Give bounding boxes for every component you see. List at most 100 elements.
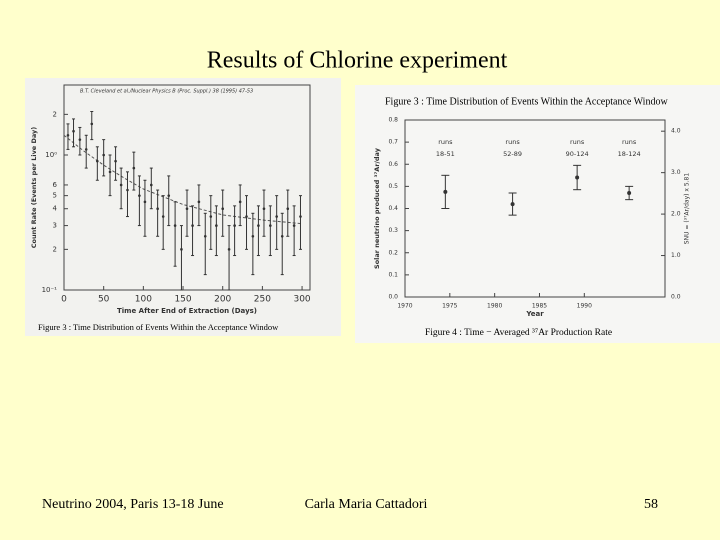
y-tick-label: 0.2	[388, 249, 398, 256]
x-axis-label: Time After End of Extraction (Days)	[117, 307, 257, 315]
y2-axis-label: SNU = (³⁷Ar/day) x 5.81	[684, 173, 691, 245]
footer-center: Carla Maria Cattadori	[305, 497, 428, 512]
data-point	[78, 138, 82, 141]
x-tick-label: 300	[293, 295, 310, 305]
x-tick-label: 250	[254, 295, 271, 305]
x-tick-label: 0	[61, 295, 67, 305]
data-point	[627, 191, 632, 196]
y2-tick-label: 0.0	[671, 294, 681, 301]
y-tick-label: 6	[53, 181, 58, 189]
x-tick-label: 1980	[487, 303, 502, 310]
data-point	[102, 153, 105, 157]
footer-left: Neutrino 2004, Paris 13-18 June	[42, 497, 224, 512]
y-tick-label: 10⁰	[45, 151, 57, 159]
y-tick-label: 0.8	[388, 117, 398, 124]
figure-right	[355, 85, 720, 343]
plot-frame	[63, 84, 311, 291]
figure-caption: Figure 4 : Time − Averaged ³⁷Ar Producti…	[425, 328, 612, 338]
y-tick-label: 0.3	[388, 227, 398, 234]
data-point	[66, 133, 70, 137]
data-point	[280, 234, 284, 238]
y-tick-label: 3	[53, 222, 57, 230]
y-axis-label: Count Rate (Events per Live Day)	[30, 127, 38, 249]
data-point	[119, 183, 123, 187]
data-point	[138, 194, 141, 197]
x-tick-label: 50	[98, 295, 110, 305]
y-tick-label: 10⁻¹	[42, 286, 58, 294]
point-label: 52-89	[503, 150, 522, 158]
y2-tick-label: 3.0	[671, 169, 681, 176]
data-point	[269, 224, 272, 227]
y-tick-label: 0.6	[388, 161, 398, 168]
data-point	[286, 207, 290, 211]
data-point	[227, 248, 231, 251]
data-point	[90, 122, 94, 126]
point-label: 90-124	[566, 150, 589, 158]
data-point	[84, 148, 88, 151]
x-tick-label: 100	[135, 295, 152, 305]
x-tick-label: 200	[214, 295, 231, 305]
point-label: 18-124	[618, 150, 641, 158]
data-point	[108, 170, 112, 174]
y-tick-label: 0.0	[388, 294, 398, 301]
data-point	[233, 224, 236, 227]
data-point	[238, 200, 242, 204]
data-point	[156, 207, 159, 211]
y-tick-label: 0.5	[388, 183, 398, 190]
citation: B.T. Cleveland et al./Nuclear Physics B …	[80, 89, 253, 95]
y-tick-label: 4	[53, 205, 58, 213]
data-point	[245, 215, 248, 218]
y-tick-label: 5	[53, 192, 57, 200]
data-point	[510, 202, 515, 207]
data-point	[251, 234, 255, 238]
y-tick-label: 0.4	[388, 205, 398, 212]
data-point	[191, 224, 194, 227]
data-point	[262, 207, 266, 211]
data-point	[161, 215, 165, 218]
data-point	[209, 215, 213, 218]
data-point	[126, 188, 129, 192]
y-tick-label: 0.7	[388, 139, 398, 146]
x-tick-label: 1970	[397, 303, 412, 310]
y-tick-label: 2	[53, 110, 57, 118]
y-tick-label: 0.1	[388, 271, 398, 278]
point-label: runs	[505, 138, 520, 146]
y2-tick-label: 2.0	[671, 211, 681, 218]
x-tick-label: 1985	[532, 303, 547, 310]
figure-caption: Figure 3 : Time Distribution of Events W…	[38, 322, 279, 332]
data-point	[215, 224, 218, 227]
data-point	[132, 166, 136, 170]
point-label: 18-51	[436, 150, 455, 158]
data-point	[197, 200, 201, 204]
y-axis-label: Solar neutrino produced ³⁷Ar/day	[373, 147, 381, 269]
data-point	[114, 159, 117, 163]
data-point	[96, 159, 99, 163]
data-point	[173, 224, 177, 227]
x-tick-label: 150	[174, 295, 191, 305]
fit-curve	[63, 134, 303, 225]
data-point	[299, 215, 302, 218]
data-point	[167, 194, 171, 197]
slide-title: Results of Chlorine experiment	[207, 48, 508, 74]
point-label: runs	[570, 138, 585, 146]
y2-tick-label: 4.0	[671, 128, 681, 135]
point-label: runs	[622, 138, 637, 146]
point-label: runs	[438, 138, 453, 146]
data-point	[185, 207, 189, 211]
data-point	[443, 189, 448, 194]
x-axis-label: Year	[525, 310, 544, 318]
data-point	[143, 200, 147, 204]
data-point	[203, 234, 207, 238]
data-point	[275, 215, 278, 218]
page-number: 58	[644, 497, 658, 512]
x-tick-label: 1990	[577, 303, 592, 310]
figure-title: Figure 3 : Time Distribution of Events W…	[385, 96, 668, 107]
figure-left	[25, 78, 341, 336]
data-point	[575, 175, 580, 180]
data-point	[257, 224, 260, 227]
data-point	[292, 224, 296, 227]
data-point	[149, 183, 153, 187]
data-point	[221, 207, 225, 211]
